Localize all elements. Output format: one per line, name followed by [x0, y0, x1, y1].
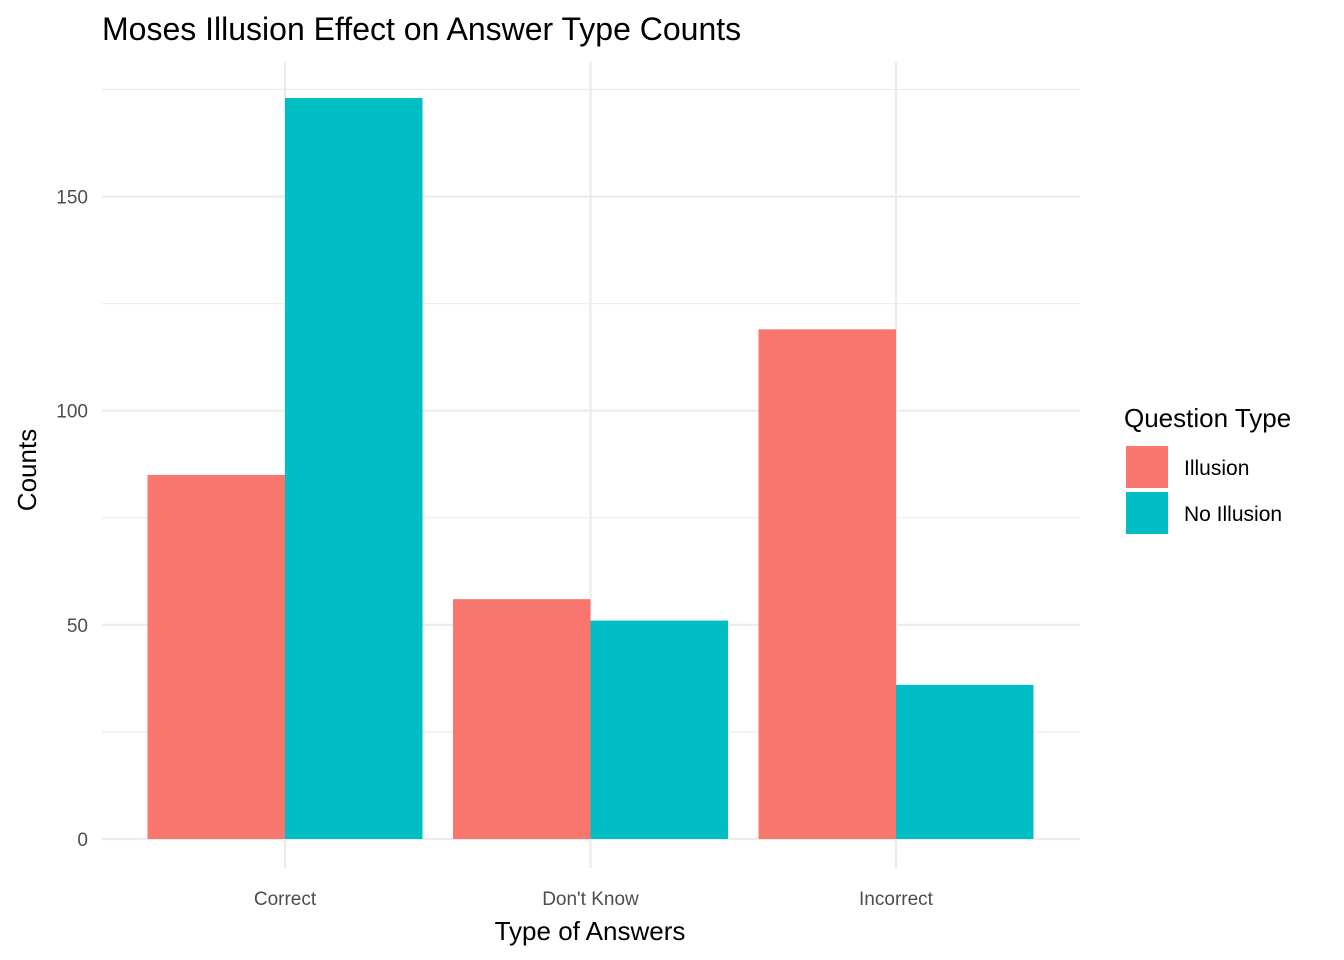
x-axis-title: Type of Answers	[495, 916, 686, 946]
legend-label: No Illusion	[1184, 503, 1282, 526]
legend-title: Question Type	[1124, 403, 1291, 433]
legend-label: Illusion	[1184, 457, 1249, 480]
y-tick-label: 150	[56, 188, 88, 209]
y-tick-label: 0	[77, 830, 88, 851]
bar-no-illusion-don-t-know	[590, 620, 728, 839]
legend-swatch	[1126, 492, 1168, 534]
bar-illusion-incorrect	[758, 329, 896, 839]
y-axis-title: Counts	[12, 429, 42, 511]
bars	[147, 98, 1034, 839]
bar-no-illusion-correct	[285, 98, 423, 839]
y-axis-ticks: 0 50 100 150	[56, 188, 88, 851]
legend-items: Illusion No Illusion	[1126, 446, 1282, 534]
chart-title: Moses Illusion Effect on Answer Type Cou…	[102, 11, 741, 47]
x-tick-label: Incorrect	[859, 889, 934, 910]
legend: Question Type Illusion No Illusion	[1124, 403, 1291, 534]
x-axis-ticks: Correct Don't Know Incorrect	[254, 889, 934, 910]
y-tick-label: 50	[67, 616, 88, 637]
bar-no-illusion-incorrect	[896, 684, 1034, 839]
x-tick-label: Don't Know	[542, 889, 639, 910]
x-tick-label: Correct	[254, 889, 317, 910]
legend-swatch	[1126, 446, 1168, 488]
bar-illusion-don-t-know	[453, 599, 591, 839]
y-tick-label: 100	[56, 402, 88, 423]
bar-illusion-correct	[147, 474, 285, 839]
